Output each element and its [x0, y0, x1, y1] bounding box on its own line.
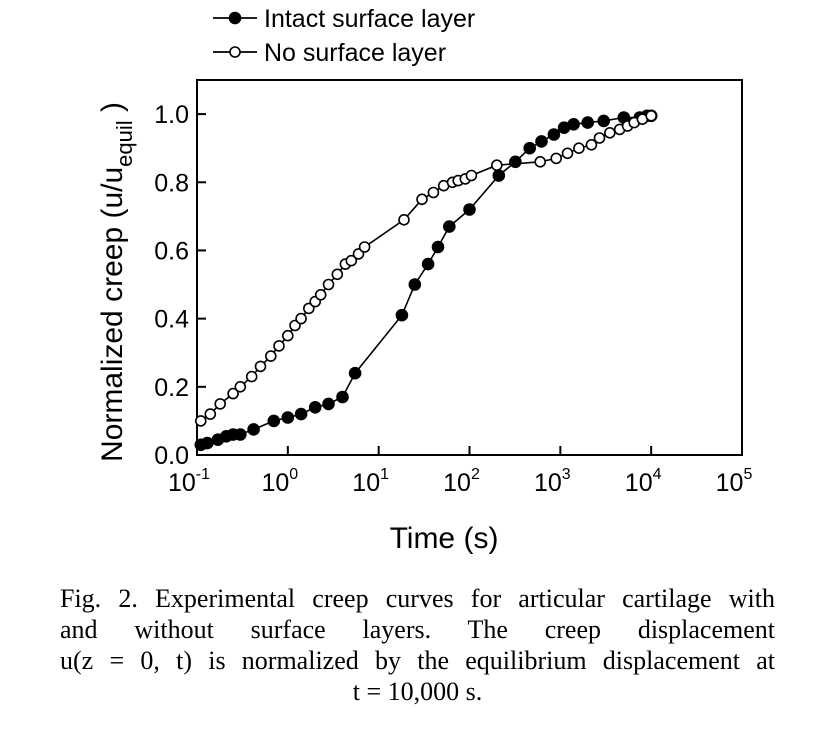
data-point [247, 423, 260, 436]
data-point [416, 193, 428, 206]
y-tick-label: 0.2 [154, 374, 189, 402]
x-tick-label: 100 [261, 466, 298, 497]
data-point [195, 415, 207, 427]
data-point [408, 278, 422, 291]
data-point [573, 142, 585, 154]
data-point [348, 366, 362, 380]
data-point [322, 278, 335, 291]
data-point [593, 132, 606, 144]
data-point [314, 288, 327, 301]
data-point [395, 308, 409, 322]
data-point [603, 127, 616, 139]
data-point [465, 169, 478, 182]
data-point [523, 141, 537, 155]
plot-frame [196, 79, 743, 456]
data-point [214, 398, 226, 410]
data-point [273, 340, 285, 352]
figure-caption: Fig. 2. Experimental creep curves for ar… [60, 583, 775, 707]
data-point [322, 397, 335, 411]
caption-line: Fig. 2. Experimental creep curves for ar… [60, 584, 775, 613]
y-axis-title: Normalized creep (u/uequil ) [96, 102, 137, 462]
data-point [308, 400, 322, 414]
data-point [645, 110, 658, 122]
x-tick-label: 105 [716, 466, 753, 497]
data-point [281, 411, 295, 424]
x-tick-label: 102 [443, 466, 480, 497]
data-point [463, 203, 476, 216]
x-axis-title: Time (s) [390, 522, 499, 555]
data-point [597, 114, 611, 128]
data-point [358, 241, 371, 253]
y-tick-label: 0.0 [154, 442, 189, 470]
caption-line: u(z = 0, t) is normalized by the equilib… [60, 646, 775, 675]
data-point [227, 387, 239, 400]
legend: Intact surface layer No surface layer [213, 5, 475, 67]
creep-chart: Intact surface layer No surface layer 0.0… [96, 5, 752, 555]
data-point [398, 214, 410, 226]
data-point [421, 257, 435, 271]
data-point [490, 159, 503, 171]
series-no-surface-layer [195, 110, 658, 427]
data-point [234, 380, 247, 393]
legend-label: Intact surface layer [264, 5, 475, 33]
data-point [254, 360, 267, 373]
y-tick-label: 0.6 [154, 237, 189, 265]
data-point [201, 436, 214, 450]
data-point [442, 220, 456, 233]
data-point [427, 186, 440, 199]
caption-line: t = 10,000 s. [352, 677, 483, 706]
data-point [267, 414, 281, 428]
data-point [281, 329, 294, 342]
series-layer [194, 109, 658, 452]
data-point [547, 128, 561, 141]
x-tick-label: 104 [625, 466, 662, 497]
data-point [264, 350, 277, 362]
data-point [431, 240, 445, 254]
x-axis: 10-1 100 101 102 103 104 105 [168, 446, 752, 497]
data-point [302, 302, 315, 315]
x-tick-label: 10-1 [168, 466, 210, 497]
data-point [245, 370, 258, 383]
data-point [561, 147, 574, 160]
data-point [331, 268, 344, 281]
data-point [585, 139, 598, 151]
data-point [550, 152, 563, 165]
data-point [581, 116, 595, 129]
y-tick-label: 0.4 [154, 306, 189, 334]
data-point [336, 390, 349, 404]
series-line [200, 115, 652, 446]
y-tick-label: 0.8 [154, 169, 189, 197]
data-point [492, 169, 506, 182]
legend-marker [229, 46, 241, 58]
legend-label: No surface layer [264, 39, 446, 67]
data-point [535, 135, 548, 148]
x-tick-label: 101 [352, 466, 389, 497]
data-point [294, 407, 308, 421]
caption-line: and without surface layers. The creep di… [60, 615, 775, 644]
y-tick-label: 1.0 [154, 101, 189, 129]
x-tick-label: 103 [534, 466, 571, 497]
data-point [345, 254, 358, 267]
data-point [567, 118, 580, 131]
y-axis: 0.0 0.2 0.4 0.6 0.8 1.0 [154, 101, 206, 470]
legend-item-no-layer: No surface layer [213, 39, 446, 67]
data-point [204, 408, 217, 420]
data-point [295, 312, 307, 325]
data-point [234, 428, 247, 441]
legend-marker [228, 11, 242, 25]
series-intact-surface-layer [194, 109, 658, 452]
data-point [534, 156, 547, 168]
data-point [509, 155, 522, 169]
legend-item-intact: Intact surface layer [213, 5, 475, 33]
